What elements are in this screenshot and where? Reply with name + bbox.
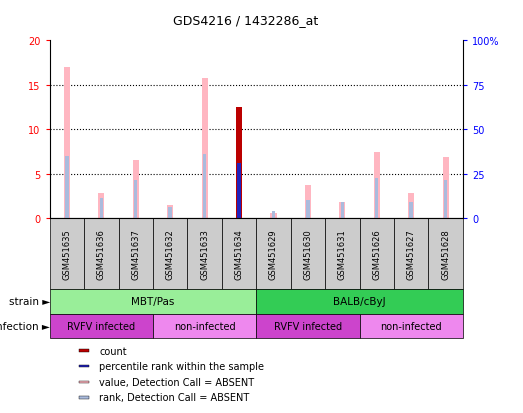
Text: value, Detection Call = ABSENT: value, Detection Call = ABSENT — [99, 377, 254, 387]
Bar — [134, 180, 138, 218]
Bar — [168, 207, 172, 218]
Bar — [64, 68, 70, 218]
Bar — [340, 203, 344, 218]
Text: GSM451628: GSM451628 — [441, 229, 450, 280]
Bar — [236, 108, 242, 218]
Text: GSM451627: GSM451627 — [407, 229, 416, 280]
Bar — [78, 349, 89, 352]
Bar — [237, 163, 241, 218]
Bar — [98, 194, 105, 218]
Bar — [50, 218, 84, 290]
Text: MBT/Pas: MBT/Pas — [131, 297, 175, 306]
Bar — [360, 218, 394, 290]
Bar — [428, 218, 463, 290]
Bar — [50, 290, 256, 314]
Bar — [84, 218, 119, 290]
Bar — [78, 381, 89, 383]
Bar — [373, 152, 380, 218]
Bar — [203, 155, 207, 218]
Text: GSM451632: GSM451632 — [166, 229, 175, 280]
Bar — [153, 218, 187, 290]
Text: RVFV infected: RVFV infected — [67, 321, 135, 331]
Bar — [222, 218, 256, 290]
Text: infection ►: infection ► — [0, 321, 50, 331]
Bar — [256, 218, 291, 290]
Bar — [78, 396, 89, 399]
Bar — [133, 161, 139, 218]
Bar — [291, 218, 325, 290]
Bar — [325, 218, 360, 290]
Text: GSM451635: GSM451635 — [62, 229, 72, 280]
Text: RVFV infected: RVFV infected — [274, 321, 342, 331]
Bar — [305, 186, 311, 218]
Bar — [50, 314, 153, 338]
Text: GSM451629: GSM451629 — [269, 229, 278, 279]
Bar — [394, 218, 428, 290]
Text: GSM451633: GSM451633 — [200, 229, 209, 280]
Text: GDS4216 / 1432286_at: GDS4216 / 1432286_at — [173, 14, 319, 27]
Bar — [237, 164, 241, 218]
Bar — [408, 194, 414, 218]
Text: GSM451637: GSM451637 — [131, 229, 140, 280]
Text: non-infected: non-infected — [380, 321, 442, 331]
Bar — [256, 290, 463, 314]
Bar — [339, 203, 346, 218]
Bar — [270, 214, 277, 218]
Bar — [187, 218, 222, 290]
Bar — [119, 218, 153, 290]
Bar — [99, 198, 103, 218]
Text: BALB/cByJ: BALB/cByJ — [333, 297, 386, 306]
Bar — [306, 201, 310, 218]
Bar — [201, 78, 208, 218]
Text: GSM451626: GSM451626 — [372, 229, 381, 280]
Text: GSM451630: GSM451630 — [303, 229, 312, 280]
Bar — [442, 157, 449, 218]
Text: GSM451634: GSM451634 — [234, 229, 244, 280]
Bar — [256, 314, 360, 338]
Text: GSM451636: GSM451636 — [97, 229, 106, 280]
Text: percentile rank within the sample: percentile rank within the sample — [99, 361, 264, 371]
Bar — [375, 179, 379, 218]
Bar — [360, 314, 463, 338]
Bar — [272, 211, 275, 218]
Text: non-infected: non-infected — [174, 321, 235, 331]
Bar — [78, 365, 89, 368]
Bar — [153, 314, 256, 338]
Text: count: count — [99, 346, 127, 356]
Bar — [65, 157, 69, 218]
Text: strain ►: strain ► — [9, 297, 50, 306]
Bar — [444, 180, 447, 218]
Bar — [167, 205, 173, 218]
Text: rank, Detection Call = ABSENT: rank, Detection Call = ABSENT — [99, 392, 249, 403]
Text: GSM451631: GSM451631 — [338, 229, 347, 280]
Bar — [410, 203, 413, 218]
